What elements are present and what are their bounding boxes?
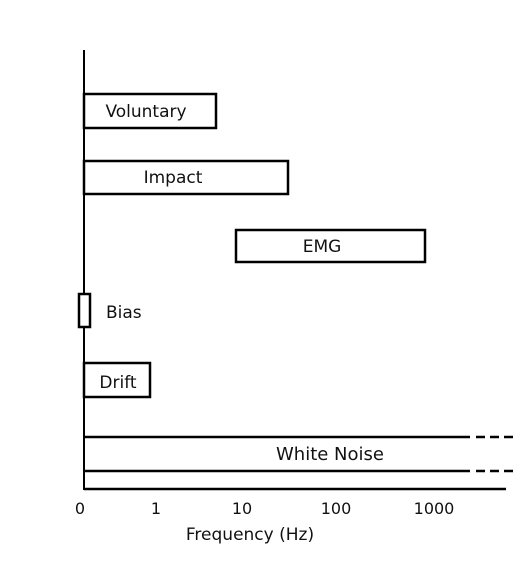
band-white-noise <box>84 435 514 473</box>
x-tick-label: 0 <box>75 499 85 518</box>
x-tick-label: 100 <box>321 499 352 518</box>
band-voluntary <box>82 92 218 130</box>
band-impact <box>82 159 290 196</box>
band-bias-label: Bias <box>106 303 142 323</box>
band-emg-label: EMG <box>303 237 342 257</box>
x-tick-label: 10 <box>232 499 252 518</box>
band-drift <box>82 361 152 399</box>
x-tick-label: 1000 <box>414 499 455 518</box>
x-axis-label: Frequency (Hz) <box>186 525 314 545</box>
band-voluntary-label: Voluntary <box>105 102 186 122</box>
band-drift-label: Drift <box>99 373 136 393</box>
band-bias <box>77 292 92 329</box>
x-tick-label: 1 <box>151 499 161 518</box>
band-emg <box>234 228 427 264</box>
band-impact-label: Impact <box>144 168 203 188</box>
band-white-noise-label: White Noise <box>276 444 384 465</box>
